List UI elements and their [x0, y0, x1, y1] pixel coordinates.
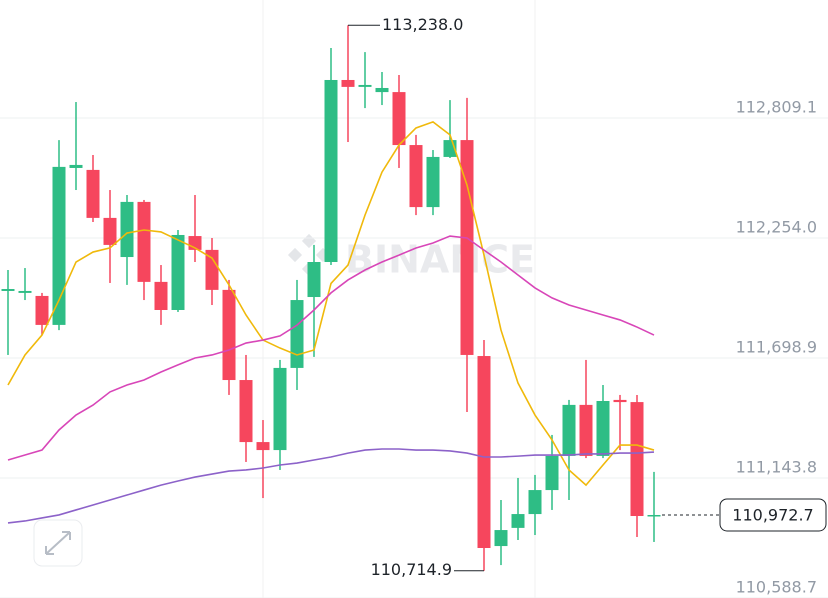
candle-body	[154, 281, 168, 310]
moving-average-line	[7, 235, 655, 461]
candle-body	[239, 380, 253, 443]
candle-body	[375, 87, 389, 93]
last-price-box	[719, 498, 827, 532]
candle-body	[562, 404, 576, 456]
candle-body	[205, 249, 219, 290]
candle-body	[596, 401, 610, 456]
candle-body	[307, 262, 321, 298]
candle-body	[613, 399, 627, 403]
expand-button[interactable]	[33, 519, 83, 567]
y-tick-label: 110,588.7	[736, 578, 817, 597]
candle-body	[256, 442, 270, 451]
candle-body	[290, 300, 304, 368]
last-price-label: 110,972.7	[732, 505, 813, 524]
watermark: BINANCE	[345, 238, 535, 282]
candle-body	[273, 367, 287, 451]
candle-body	[477, 356, 491, 548]
candle-body	[324, 79, 338, 263]
candle-body	[579, 404, 593, 456]
candle-body	[511, 514, 525, 528]
candle-body	[392, 92, 406, 146]
annotation-label: 113,238.0	[382, 15, 463, 34]
y-tick-label: 111,698.9	[736, 338, 817, 357]
candle-body	[1, 289, 15, 291]
candle-body	[137, 201, 151, 282]
candle-body	[69, 164, 83, 168]
annotation-label: 110,714.9	[371, 560, 452, 579]
candle-body	[341, 79, 355, 87]
candle-body	[52, 166, 66, 325]
y-tick-label: 111,143.8	[736, 458, 817, 477]
candle-body	[528, 490, 542, 515]
candle-body	[171, 234, 185, 310]
candle-body	[647, 514, 661, 517]
candle-body	[358, 84, 372, 87]
moving-average-line	[7, 448, 655, 524]
candle-body	[86, 169, 100, 218]
y-tick-label: 112,809.1	[736, 98, 817, 117]
candle-body	[630, 402, 644, 517]
candle-body	[103, 217, 117, 245]
candle-body	[35, 295, 49, 325]
candle-body	[494, 530, 508, 547]
candle-body	[18, 290, 32, 293]
candle-body	[460, 140, 474, 355]
moving-average-line	[7, 121, 655, 487]
candle-body	[120, 201, 134, 258]
candle-body	[545, 455, 559, 491]
y-tick-label: 112,254.0	[736, 218, 817, 237]
candle-body	[426, 156, 440, 208]
candle-body	[409, 145, 423, 208]
candle-body	[222, 289, 236, 381]
